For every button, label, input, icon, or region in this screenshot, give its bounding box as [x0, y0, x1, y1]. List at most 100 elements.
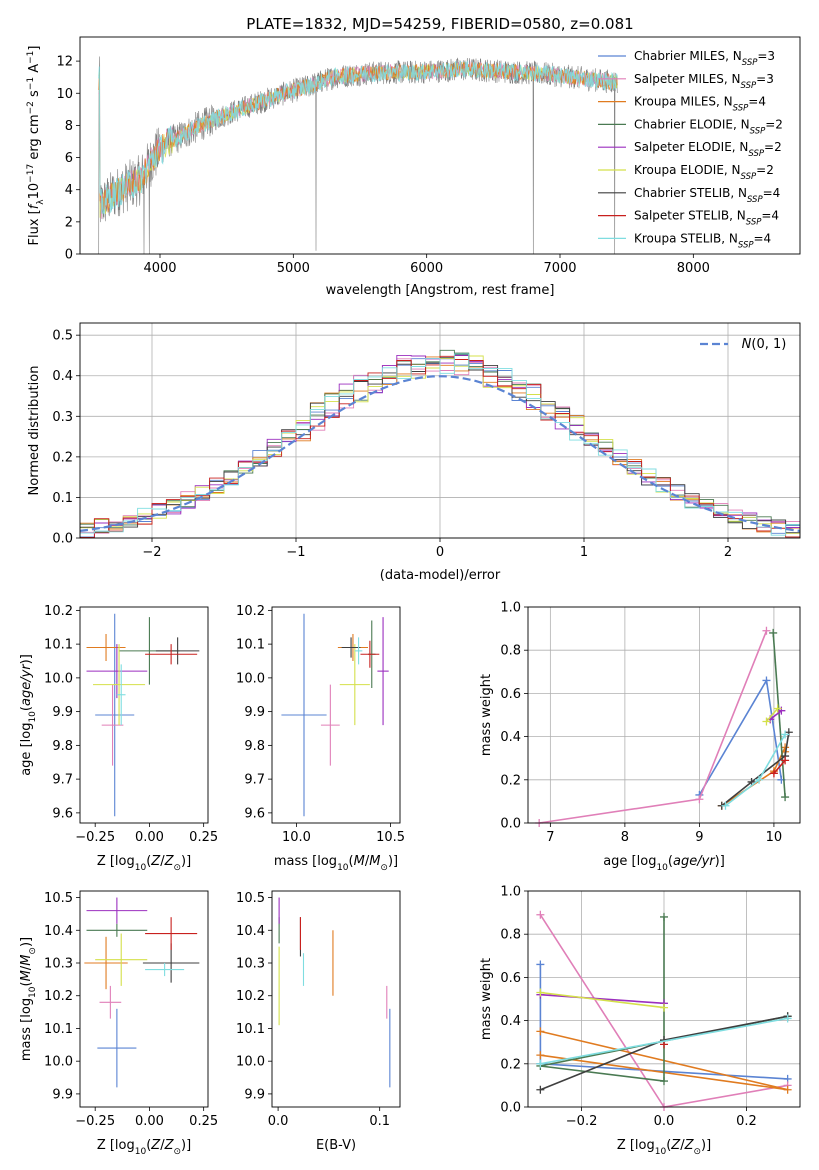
- label-part: age [log: [603, 854, 656, 869]
- legend-part: SSP: [746, 218, 762, 228]
- x-tick-label: 0.00: [135, 830, 164, 845]
- label-part: M: [369, 854, 380, 869]
- axes-age-vs-mass: 10.0 10.5 9.6 9.7 9.8 9.9 10.0 10.1 10.2: [236, 604, 405, 845]
- weight-line-5: [765, 707, 779, 723]
- axes-spectrum: 4000 5000 6000 7000 8000 0 2 4 6 8 10 12: [56, 55, 709, 276]
- y-tick-label: 10.2: [236, 604, 265, 619]
- age-vs-mass-errorbars: [281, 613, 389, 817]
- spectrum-model-line: [98, 61, 618, 213]
- x-tick-label: 7: [546, 830, 554, 845]
- weight-marker: [762, 676, 771, 685]
- axes-mass-weight-vs-age: 7 8 9 10 0.0 0.2 0.4 0.6 0.8 1.0: [500, 601, 800, 845]
- y-tick-label: 0: [65, 248, 73, 263]
- weight-marker: [660, 1077, 668, 1086]
- x-tick-label: −1: [286, 545, 305, 560]
- legend-entry: Kroupa STELIB, NSSP=4: [634, 231, 771, 250]
- weight-line-6: [721, 732, 790, 807]
- legend-part: =4: [754, 231, 772, 245]
- label-part: Z: [164, 1138, 175, 1153]
- y-tick-label: 1.0: [500, 885, 521, 900]
- y-tick-label: 10.2: [236, 989, 265, 1004]
- legend-part: =3: [756, 72, 774, 86]
- spectrum-model-line: [98, 60, 618, 216]
- spectrum-lines: [98, 56, 618, 254]
- mass-weight-vs-age-x-label: age [log10(age/yr)]: [603, 854, 725, 873]
- label-part: wavelength [Angstrom, rest frame]: [326, 283, 555, 298]
- weight-marker: [536, 1051, 545, 1060]
- legend-entry: Kroupa MILES, NSSP=4: [634, 95, 766, 114]
- label-part: Z [log: [97, 1138, 135, 1153]
- axes-age-vs-Z: −0.25 0.00 0.25 9.6 9.7 9.8 9.9 10.0 10.1 10.2: [44, 604, 218, 845]
- weight-marker: [660, 1003, 668, 1012]
- label-part: ⊙: [173, 1147, 181, 1157]
- label-part: λ: [36, 199, 46, 205]
- x-tick-label: −2: [142, 545, 161, 560]
- label-part: Z: [150, 854, 161, 869]
- y-tick-label: 9.8: [52, 739, 73, 754]
- x-tick-label: 8000: [677, 261, 710, 276]
- y-tick-label: 10.5: [44, 891, 73, 906]
- y-tick-label: 10.0: [236, 1055, 265, 1070]
- x-tick-label: 5000: [277, 261, 310, 276]
- histogram-step-8: [80, 353, 800, 537]
- x-tick-label: 7000: [543, 261, 576, 276]
- label-part: /: [365, 854, 370, 869]
- label-part: −1: [26, 77, 36, 90]
- label-part: f: [27, 202, 42, 209]
- y-tick-label: 10.1: [44, 1022, 73, 1037]
- label-part: age/yr: [673, 854, 716, 869]
- label-part: 10: [337, 863, 349, 873]
- x-tick-label: 6000: [410, 261, 443, 276]
- spectrum-data-line: [98, 56, 618, 254]
- weight-line-4: [540, 993, 665, 1005]
- label-part: age [log: [19, 723, 34, 776]
- label-part: ⊙: [28, 947, 38, 955]
- legend-part: =4: [761, 209, 779, 223]
- y-tick-label: 0.2: [52, 450, 73, 465]
- legend-part: Chabrier ELODIE, N: [634, 117, 750, 131]
- y-tick-label: 0.1: [52, 491, 73, 506]
- mass-weight-vs-Z-x-label: Z [log10(Z/Z⊙)]: [617, 1138, 711, 1157]
- x-tick-label: −0.2: [566, 1114, 598, 1129]
- age-vs-Z-y-label: age [log10(age/yr)]: [19, 654, 38, 776]
- y-tick-label: 10: [56, 87, 73, 102]
- legend-entry: Chabrier MILES, NSSP=3: [634, 49, 775, 68]
- mass-vs-Z-frame: [79, 890, 209, 1108]
- y-tick-label: 8: [65, 119, 73, 134]
- weight-line-1: [539, 630, 768, 824]
- y-tick-label: 10.0: [44, 671, 73, 686]
- legend-part: Salpeter STELIB, N: [634, 209, 746, 223]
- label-part: )]: [181, 854, 191, 869]
- label-part: (: [666, 1138, 671, 1153]
- mass-vs-Z-y-label: mass [log10(M/M⊙)]: [19, 937, 38, 1061]
- y-tick-label: 10.0: [44, 1055, 73, 1070]
- legend-part: SSP: [747, 195, 763, 205]
- x-tick-label: 0.1: [369, 1114, 390, 1129]
- label-part: (0, 1): [751, 337, 786, 352]
- y-tick-label: 0.0: [52, 532, 73, 547]
- y-tick-label: 9.6: [52, 806, 73, 821]
- label-part: mass [log: [274, 854, 337, 869]
- y-tick-label: 6: [65, 151, 73, 166]
- weight-marker: [781, 730, 790, 739]
- label-part: ⊙: [693, 1147, 701, 1157]
- weight-marker: [781, 756, 790, 765]
- x-tick-label: 0.2: [736, 1114, 757, 1129]
- weight-marker: [536, 960, 545, 969]
- label-part: )]: [715, 854, 725, 869]
- y-tick-label: 10.5: [236, 891, 265, 906]
- weight-line-5: [540, 991, 665, 1009]
- y-tick-label: 9.7: [52, 773, 73, 788]
- y-tick-label: 10.3: [236, 957, 265, 972]
- legend-entry: Salpeter STELIB, NSSP=4: [634, 209, 779, 228]
- label-part: age/yr: [19, 663, 34, 706]
- label-part: )]: [701, 1138, 711, 1153]
- x-tick-label: 9: [695, 830, 703, 845]
- legend-part: Kroupa ELODIE, N: [634, 163, 741, 177]
- x-tick-label: 2: [724, 545, 732, 560]
- spectrum-y-label: Flux [fλ10−17 erg cm−2 s−1 A−1]: [26, 46, 46, 246]
- mass-vs-EBV-x-label: E(B-V): [316, 1138, 356, 1153]
- weight-marker: [783, 1085, 792, 1094]
- legend-part: =2: [764, 140, 782, 154]
- label-part: (: [146, 854, 151, 869]
